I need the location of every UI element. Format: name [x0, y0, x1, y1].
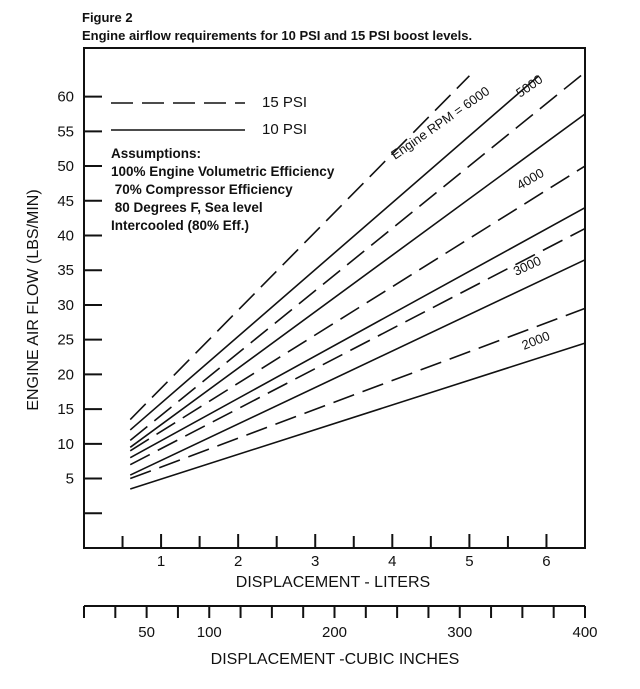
assumptions-block: Assumptions: 100% Engine Volumetric Effi…	[111, 146, 335, 233]
y-tick-label: 15	[57, 401, 74, 418]
series-line	[130, 342, 586, 490]
x2-axis-label: DISPLACEMENT -CUBIC INCHES	[211, 651, 460, 668]
rpm-labels: Engine RPM = 6000 5000 4000 3000 2000	[388, 72, 552, 353]
x2-tick-label: 50	[138, 624, 155, 641]
x2-tick-label: 300	[447, 624, 472, 641]
x-tick-label: 1	[157, 553, 165, 570]
series-lines	[129, 71, 586, 490]
y-tick-label: 30	[57, 297, 74, 314]
y-tick-label: 60	[57, 89, 74, 106]
rpm-label-4000: 4000	[514, 165, 547, 192]
x-tick-label: 4	[388, 553, 396, 570]
plot-border	[83, 47, 586, 549]
x-axis-label: DISPLACEMENT - LITERS	[236, 574, 430, 591]
y-tick-label: 45	[57, 193, 74, 210]
series-line	[129, 75, 470, 421]
series-line	[129, 307, 586, 480]
series-line	[129, 71, 586, 441]
y-tick-label: 50	[57, 158, 74, 175]
series-line	[129, 207, 586, 459]
x2-tick-label: 200	[322, 624, 347, 641]
series-line	[129, 113, 586, 448]
y-tick-label: 10	[57, 436, 74, 453]
assumption-line: Intercooled (80% Eff.)	[111, 218, 249, 233]
assumption-line: 70% Compressor Efficiency	[111, 182, 293, 197]
x-tick-label: 3	[311, 553, 319, 570]
series-line	[129, 75, 540, 431]
series-line	[129, 259, 586, 476]
chart-title: Figure 2	[82, 10, 133, 25]
y-tick-label: 5	[66, 471, 74, 488]
series-line	[129, 165, 586, 452]
y-tick-label: 25	[57, 332, 74, 349]
legend-label-15psi: 15 PSI	[262, 94, 307, 111]
x-tick-label: 5	[465, 553, 473, 570]
x2-tick-label: 100	[197, 624, 222, 641]
rpm-label-3000: 3000	[511, 253, 544, 279]
rpm-label-6000: Engine RPM = 6000	[388, 83, 492, 162]
y-tick-label: 40	[57, 228, 74, 245]
x-tick-label: 2	[234, 553, 242, 570]
series-line	[129, 227, 586, 466]
x-tick-label: 6	[542, 553, 550, 570]
assumption-line: 80 Degrees F, Sea level	[111, 200, 263, 215]
legend-label-10psi: 10 PSI	[262, 121, 307, 138]
x2-tick-label: 400	[572, 624, 597, 641]
rpm-label-5000: 5000	[513, 72, 545, 101]
legend: 15 PSI 10 PSI	[111, 94, 307, 138]
plot-frame	[83, 47, 586, 549]
y-axis-label: ENGINE AIR FLOW (LBS/MIN)	[25, 189, 42, 410]
y-tick-label: 20	[57, 366, 74, 383]
y-tick-label: 55	[57, 123, 74, 140]
chart-subtitle: Engine airflow requirements for 10 PSI a…	[82, 28, 472, 43]
assumption-line: 100% Engine Volumetric Efficiency	[111, 164, 335, 179]
assumption-line: Assumptions:	[111, 146, 201, 161]
y-tick-label: 35	[57, 262, 74, 279]
